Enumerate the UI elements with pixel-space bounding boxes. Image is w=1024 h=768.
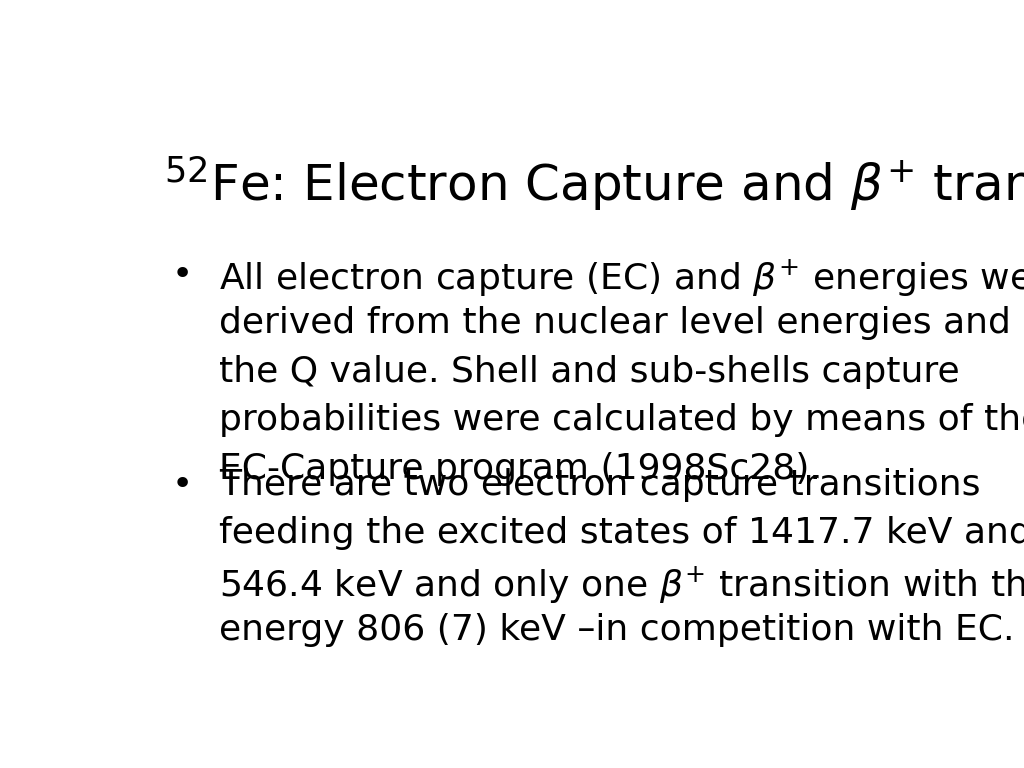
Text: energy 806 (7) keV –in competition with EC.: energy 806 (7) keV –in competition with … xyxy=(219,613,1015,647)
Text: EC-Capture program (1998Sc28).: EC-Capture program (1998Sc28). xyxy=(219,452,821,485)
Text: the Q value. Shell and sub-shells capture: the Q value. Shell and sub-shells captur… xyxy=(219,355,959,389)
Text: feeding the excited states of 1417.7 keV and: feeding the excited states of 1417.7 keV… xyxy=(219,516,1024,550)
Text: derived from the nuclear level energies and: derived from the nuclear level energies … xyxy=(219,306,1011,340)
Text: 546.4 keV and only one $\beta^{+}$ transition with the: 546.4 keV and only one $\beta^{+}$ trans… xyxy=(219,564,1024,606)
Text: All electron capture (EC) and $\beta^{+}$ energies were: All electron capture (EC) and $\beta^{+}… xyxy=(219,258,1024,300)
Text: probabilities were calculated by means of the: probabilities were calculated by means o… xyxy=(219,403,1024,437)
Text: $^{52}$Fe: Electron Capture and $\beta^{+}$ transitions: $^{52}$Fe: Electron Capture and $\beta^{… xyxy=(164,154,1024,214)
Text: •: • xyxy=(172,258,193,292)
Text: •: • xyxy=(172,468,193,502)
Text: There are two electron capture transitions: There are two electron capture transitio… xyxy=(219,468,981,502)
